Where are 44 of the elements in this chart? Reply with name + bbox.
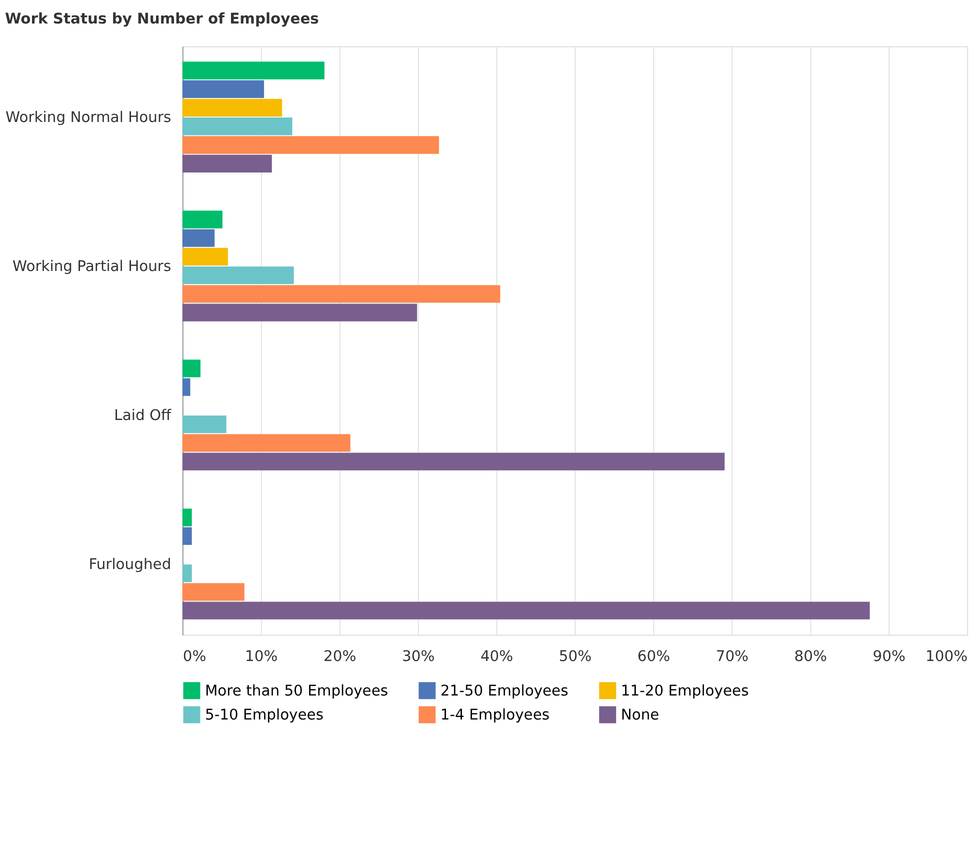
bar xyxy=(182,62,324,80)
bar xyxy=(182,527,192,545)
x-tick-label: 70% xyxy=(716,648,749,665)
x-tick-label: 40% xyxy=(480,648,514,665)
bar xyxy=(182,583,244,601)
bar xyxy=(182,508,192,526)
bar xyxy=(182,378,190,396)
bar xyxy=(182,136,440,154)
chart-title: Work Status by Number of Employees xyxy=(4,10,320,28)
x-tick-label: 20% xyxy=(324,648,356,665)
y-tick-label: Working Partial Hours xyxy=(12,258,172,275)
bar xyxy=(182,80,264,98)
x-tick-label: 80% xyxy=(794,648,828,665)
legend-label: None xyxy=(620,706,660,724)
bar xyxy=(182,98,282,117)
bar xyxy=(182,602,870,620)
legend-label: 1-4 Employees xyxy=(440,706,550,724)
x-tick-label: 30% xyxy=(402,648,435,665)
x-tick-label: 10% xyxy=(245,648,278,665)
legend-label: 5-10 Employees xyxy=(204,706,324,724)
bar xyxy=(182,266,294,284)
bar xyxy=(182,154,272,172)
x-tick-label: 90% xyxy=(872,648,906,665)
bar xyxy=(182,360,200,378)
bar xyxy=(182,210,222,228)
bar xyxy=(182,564,192,582)
legend-label: 11-20 Employees xyxy=(620,682,749,700)
x-tick-label: 50% xyxy=(558,648,592,665)
x-tick-label: 60% xyxy=(637,648,670,665)
x-tick-label: 0% xyxy=(182,648,206,665)
legend-label: 21-50 Employees xyxy=(440,682,568,700)
bar xyxy=(182,416,226,434)
bar xyxy=(182,434,350,452)
x-tick-label: 100% xyxy=(926,648,968,665)
y-tick-label: Working Normal Hours xyxy=(6,108,172,126)
legend-label: More than 50 Employees xyxy=(204,682,388,700)
bar xyxy=(182,118,292,136)
bar xyxy=(182,285,500,303)
bar xyxy=(182,248,228,266)
y-tick-label: Laid Off xyxy=(114,406,172,424)
bar xyxy=(182,304,418,322)
bar xyxy=(182,452,725,470)
bar xyxy=(182,229,215,247)
y-tick-label: Furloughed xyxy=(88,556,172,573)
